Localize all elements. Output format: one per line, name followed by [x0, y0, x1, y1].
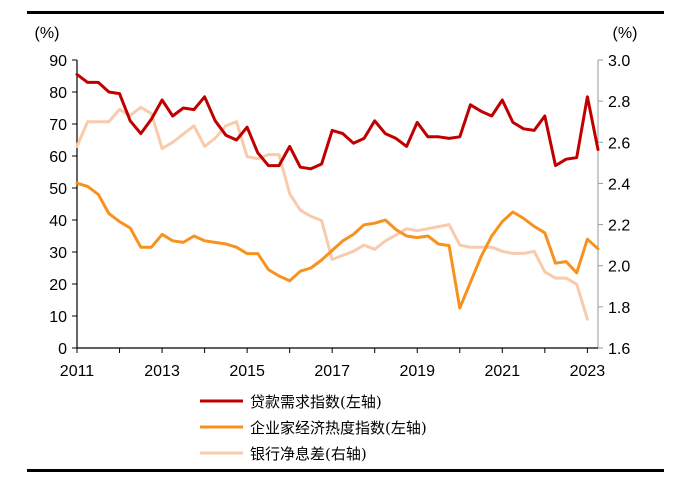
series-line-1: [75, 72, 600, 171]
left-unit-label: (%): [35, 25, 60, 42]
right-tick-label: 1.6: [608, 341, 630, 358]
left-tick-label: 10: [49, 309, 67, 326]
x-tick-label: 2011: [60, 363, 95, 380]
right-tick-label: 2.6: [608, 135, 630, 152]
x-tick-label: 2017: [314, 363, 350, 380]
bottom-rule: [27, 469, 664, 472]
top-rule: [27, 11, 664, 14]
x-tick-label: 2019: [399, 363, 435, 380]
left-tick-label: 70: [49, 117, 67, 134]
left-tick-label: 80: [49, 85, 67, 102]
left-tick-label: 0: [58, 341, 67, 358]
left-tick-label: 90: [49, 53, 67, 70]
x-tick-label: 2023: [570, 363, 606, 380]
left-tick-label: 20: [49, 277, 67, 294]
x-tick-label: 2021: [485, 363, 521, 380]
right-tick-label: 1.8: [608, 300, 630, 317]
left-tick-label: 50: [49, 181, 67, 198]
legend-label-2: 企业家经济热度指数(左轴): [250, 419, 427, 437]
right-tick-label: 2.2: [608, 218, 630, 235]
right-tick-label: 2.4: [608, 176, 630, 193]
legend-label-3: 银行净息差(右轴): [250, 445, 367, 463]
x-tick-label: 2013: [144, 363, 180, 380]
legend-label-1: 贷款需求指数(左轴): [250, 393, 382, 411]
right-tick-label: 3.0: [608, 53, 630, 70]
right-tick-label: 2.8: [608, 94, 630, 111]
series-line-2: [75, 181, 600, 310]
series-line-3: [75, 105, 589, 321]
right-unit-label: (%): [613, 25, 638, 42]
right-tick-label: 2.0: [608, 259, 630, 276]
x-tick-label: 2015: [229, 363, 265, 380]
left-tick-label: 60: [49, 149, 67, 166]
left-tick-label: 40: [49, 213, 67, 230]
left-tick-label: 30: [49, 245, 67, 262]
